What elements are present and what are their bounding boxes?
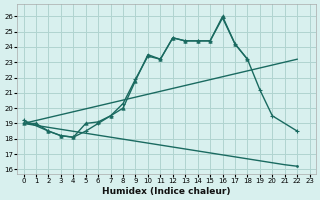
X-axis label: Humidex (Indice chaleur): Humidex (Indice chaleur) — [102, 187, 231, 196]
